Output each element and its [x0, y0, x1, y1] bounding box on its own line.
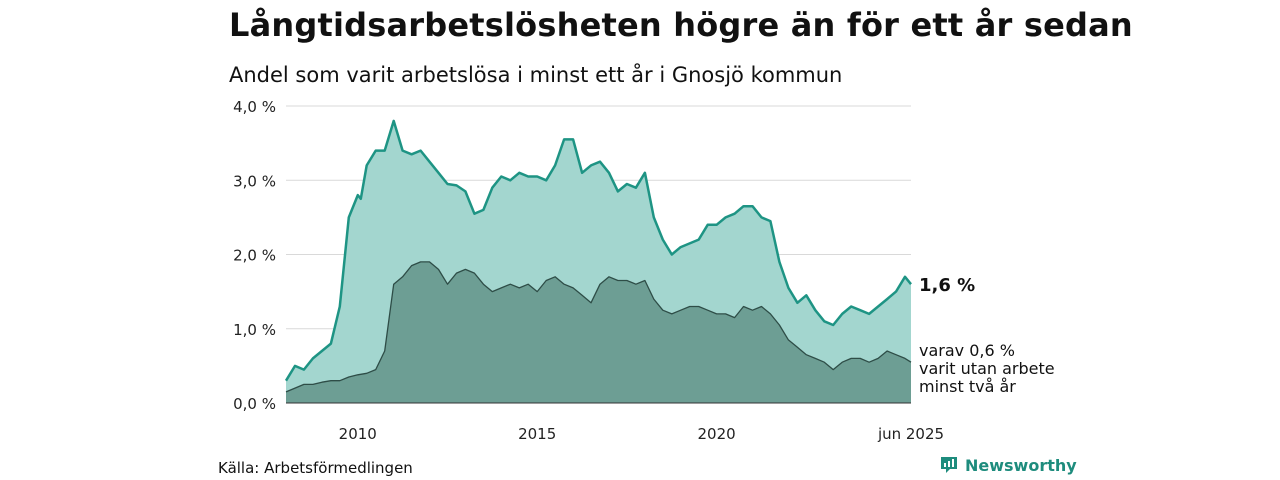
y-axis-tick-labels: 0,0 % 1,0 % 2,0 % 3,0 % 4,0 % — [233, 98, 276, 413]
annotation-two-year-line: varav 0,6 % — [919, 341, 1015, 360]
annotation-two-year-line: minst två år — [919, 377, 1016, 396]
x-axis-tick-labels: 2010 2015 2020 jun 2025 — [339, 425, 944, 443]
y-tick-label: 0,0 % — [233, 395, 276, 413]
series-2-area — [286, 261, 911, 403]
x-tick-label: jun 2025 — [877, 425, 944, 443]
y-tick-label: 4,0 % — [233, 98, 276, 116]
chart-title: Långtidsarbetslösheten högre än för ett … — [229, 6, 1133, 44]
y-tick-label: 1,0 % — [233, 321, 276, 339]
x-tick-label: 2015 — [518, 425, 556, 443]
x-tick-label: 2010 — [339, 425, 377, 443]
annotation-total: 1,6 % — [919, 275, 975, 296]
area-chart: 0,0 % 1,0 % 2,0 % 3,0 % 4,0 % 2010 2015 2020 ju… — [233, 98, 1055, 443]
chart-subtitle: Andel som varit arbetslösa i minst ett å… — [229, 63, 843, 87]
series-lines — [284, 119, 912, 393]
y-tick-label: 3,0 % — [233, 172, 276, 190]
newsworthy-logo-icon — [941, 457, 957, 473]
series-2-line — [285, 261, 912, 393]
source-note: Källa: Arbetsförmedlingen — [218, 459, 413, 477]
areas — [286, 120, 911, 404]
annotation-two-year-line: varit utan arbete — [919, 359, 1055, 378]
x-tick-label: 2020 — [698, 425, 736, 443]
y-tick-label: 2,0 % — [233, 247, 276, 265]
brand: Newsworthy — [939, 455, 1077, 475]
series-1-line — [284, 119, 912, 382]
brand-name: Newsworthy — [965, 455, 1077, 475]
